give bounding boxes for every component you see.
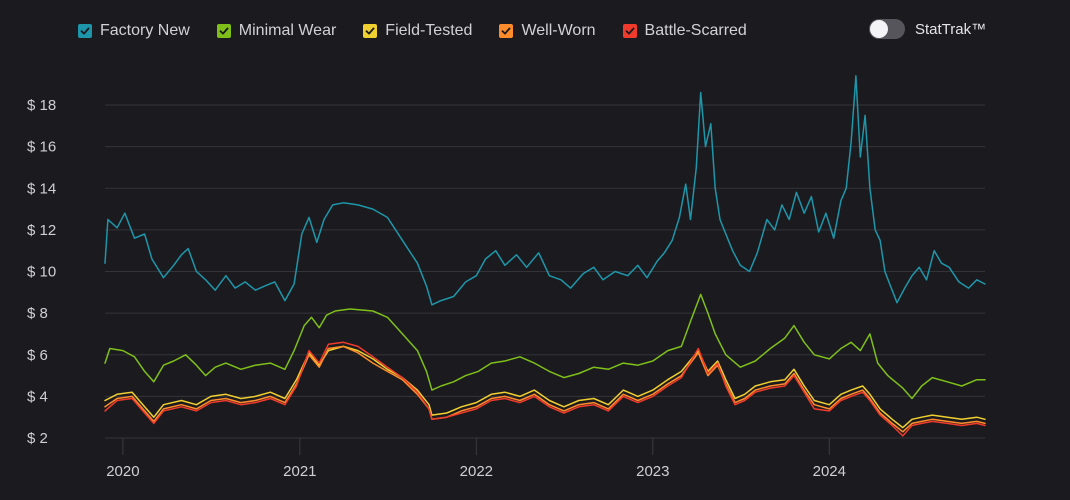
y-tick-label: $ 12 (27, 222, 56, 239)
stattrak-label: StatTrak™ (915, 20, 987, 38)
x-tick-label: 2024 (813, 463, 846, 480)
toggle-knob (870, 20, 888, 38)
legend: Factory New Minimal Wear Field-Tested Well-… (78, 20, 774, 42)
stattrak-toggle[interactable]: StatTrak™ (869, 19, 986, 39)
toggle-track[interactable] (869, 19, 905, 39)
checkbox-check-icon[interactable] (78, 24, 92, 38)
y-tick-label: $ 4 (27, 388, 48, 405)
y-tick-label: $ 18 (27, 97, 56, 114)
legend-label: Minimal Wear (238, 22, 337, 39)
series-line-fn (104, 75, 986, 306)
y-tick-label: $ 2 (27, 430, 48, 447)
x-tick-label: 2020 (106, 463, 139, 480)
series-line-ww (104, 345, 986, 433)
series-line-ft (104, 345, 986, 429)
checkbox-check-icon[interactable] (216, 24, 231, 38)
checkbox-check-icon[interactable] (499, 24, 514, 38)
y-tick-label: $ 16 (27, 139, 56, 156)
legend-label: Field-Tested (385, 22, 473, 39)
y-tick-label: $ 14 (27, 180, 56, 197)
series-lines (104, 75, 986, 437)
x-tick-label: 2023 (636, 463, 669, 480)
y-tick-label: $ 6 (27, 347, 48, 364)
x-tick-label: 2021 (283, 463, 316, 480)
legend-item-ft[interactable]: Field-Tested (363, 22, 472, 40)
legend-label: Battle-Scarred (644, 22, 747, 39)
legend-item-fn[interactable]: Factory New (78, 22, 190, 40)
legend-item-ww[interactable]: Well-Worn (499, 22, 596, 40)
legend-label: Well-Worn (521, 22, 596, 39)
series-line-mw (104, 293, 986, 400)
legend-item-mw[interactable]: Minimal Wear (216, 22, 337, 40)
axes: $ 2 $ 4 $ 6 $ 8 $ 10 $ 12 $ 14 $ 16 $ 18 2020 2021… (27, 97, 846, 480)
y-tick-label: $ 8 (27, 305, 48, 322)
checkbox-check-icon[interactable] (622, 24, 637, 38)
checkbox-check-icon[interactable] (363, 24, 378, 38)
legend-label: Factory New (100, 22, 190, 39)
x-tick-label: 2022 (460, 463, 493, 480)
series-line-bs (104, 341, 986, 437)
y-tick-label: $ 10 (27, 264, 56, 281)
legend-item-bs[interactable]: Battle-Scarred (622, 22, 747, 40)
